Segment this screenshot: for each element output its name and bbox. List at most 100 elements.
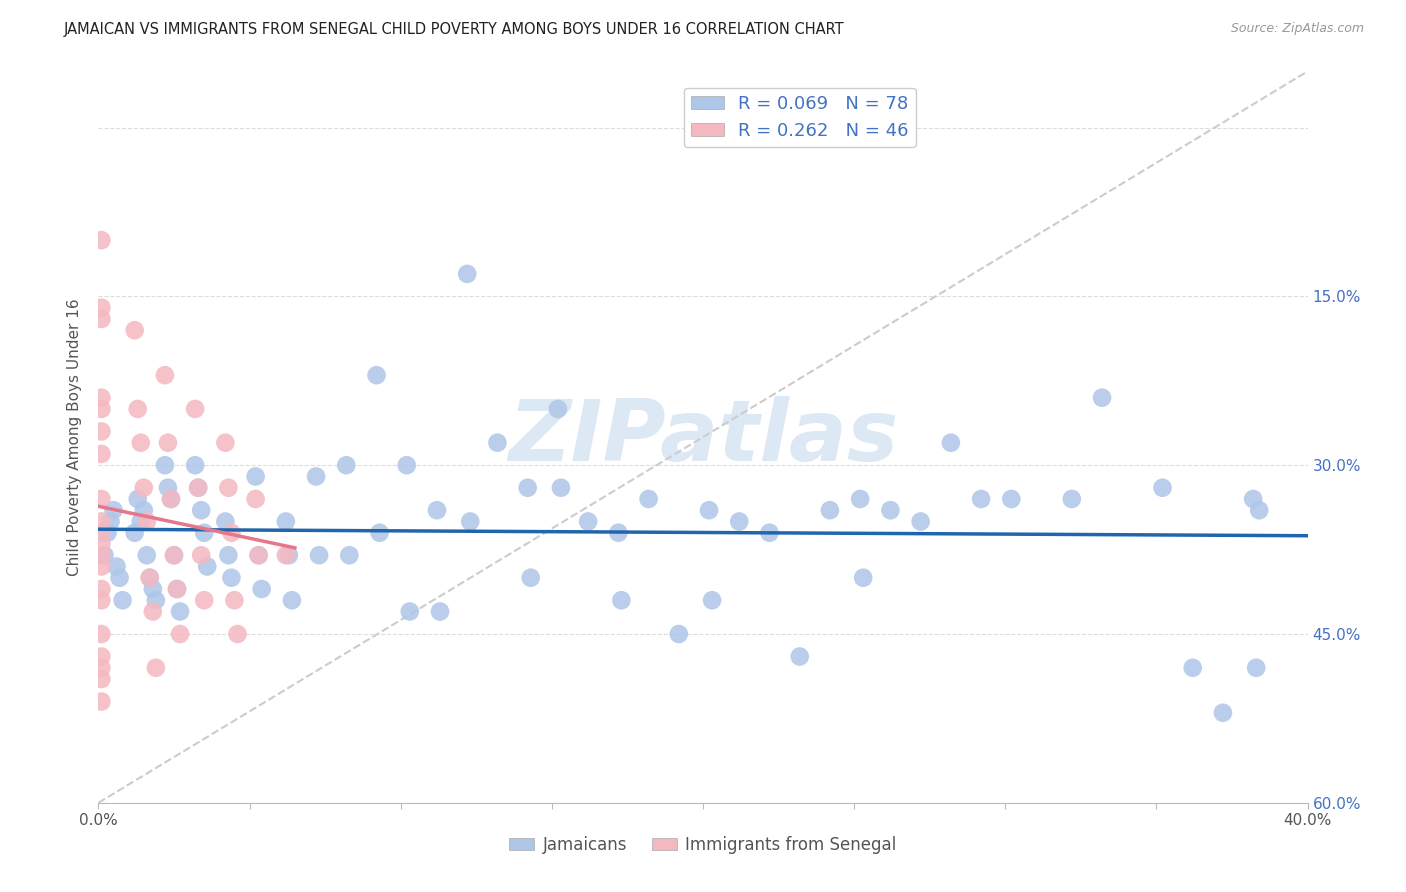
Legend: Jamaicans, Immigrants from Senegal: Jamaicans, Immigrants from Senegal (502, 829, 904, 860)
Point (190, 548, 212, 562)
Point (169, 627, 191, 641)
Point (90, 425, 112, 439)
Point (90, 593, 112, 607)
Point (132, 481, 155, 495)
Point (1249, 503, 1271, 517)
Point (145, 661, 167, 675)
Point (135, 515, 157, 529)
Point (108, 571, 131, 585)
Point (1091, 391, 1114, 405)
Point (516, 481, 538, 495)
Point (939, 435, 962, 450)
Point (221, 571, 243, 585)
Point (486, 435, 509, 450)
Point (274, 548, 297, 562)
Point (547, 401, 569, 416)
Point (129, 435, 152, 450)
Point (90, 391, 112, 405)
Point (550, 481, 572, 495)
Point (456, 267, 478, 281)
Point (398, 605, 420, 619)
Text: Source: ZipAtlas.com: Source: ZipAtlas.com (1230, 22, 1364, 36)
Point (879, 503, 901, 517)
Point (124, 525, 146, 540)
Point (90, 649, 112, 664)
Point (90, 525, 112, 540)
Point (429, 605, 451, 619)
Point (458, 515, 481, 529)
Point (217, 481, 239, 495)
Y-axis label: Child Poverty Among Boys Under 16: Child Poverty Among Boys Under 16 (67, 298, 83, 576)
Point (156, 435, 179, 450)
Point (224, 593, 246, 607)
Point (90, 627, 112, 641)
Point (970, 491, 993, 506)
Point (217, 548, 239, 562)
Point (789, 649, 811, 664)
Point (1181, 661, 1204, 675)
Point (90, 582, 112, 596)
Point (247, 548, 270, 562)
Point (700, 593, 723, 607)
Point (142, 605, 165, 619)
Point (1212, 706, 1234, 720)
Point (1060, 491, 1083, 506)
Point (576, 515, 599, 529)
Point (910, 515, 932, 529)
Point (226, 627, 249, 641)
Point (305, 469, 328, 483)
Point (135, 548, 157, 562)
Point (368, 525, 391, 540)
Point (214, 515, 236, 529)
Point (187, 481, 209, 495)
Point (195, 559, 218, 574)
Point (1241, 491, 1264, 506)
Point (129, 515, 152, 529)
Point (160, 491, 183, 506)
Point (637, 491, 659, 506)
Point (153, 458, 176, 473)
Point (90, 661, 112, 675)
Point (163, 548, 186, 562)
Point (139, 571, 162, 585)
Point (366, 368, 388, 383)
Point (395, 458, 418, 473)
Point (132, 503, 155, 517)
Point (90, 537, 112, 551)
Point (607, 525, 630, 540)
Point (697, 503, 720, 517)
Point (90, 312, 112, 326)
Point (1152, 481, 1174, 495)
Point (187, 481, 209, 495)
Point (281, 593, 304, 607)
Point (90, 559, 112, 574)
Point (728, 515, 751, 529)
Point (90, 401, 112, 416)
Point (103, 503, 125, 517)
Point (90, 672, 112, 686)
Point (852, 571, 875, 585)
Point (193, 525, 215, 540)
Point (519, 571, 541, 585)
Point (1000, 491, 1022, 506)
Text: JAMAICAN VS IMMIGRANTS FROM SENEGAL CHILD POVERTY AMONG BOYS UNDER 16 CORRELATIO: JAMAICAN VS IMMIGRANTS FROM SENEGAL CHIL… (63, 22, 844, 37)
Point (169, 605, 191, 619)
Point (124, 323, 146, 337)
Point (100, 515, 122, 529)
Point (335, 458, 357, 473)
Point (90, 491, 112, 506)
Point (247, 548, 270, 562)
Point (127, 491, 149, 506)
Point (818, 503, 841, 517)
Point (245, 469, 267, 483)
Point (221, 525, 243, 540)
Point (214, 435, 236, 450)
Point (90, 301, 112, 315)
Point (90, 447, 112, 461)
Point (156, 481, 179, 495)
Point (337, 548, 360, 562)
Point (90, 694, 112, 708)
Point (93, 548, 115, 562)
Text: ZIPatlas: ZIPatlas (508, 395, 898, 479)
Point (426, 503, 449, 517)
